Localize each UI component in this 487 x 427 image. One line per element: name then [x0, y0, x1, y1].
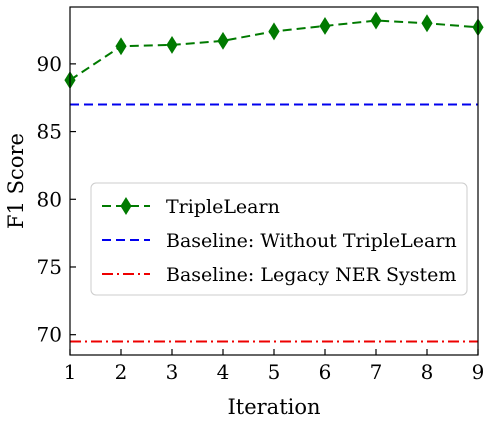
x-tick-label: 6 [319, 360, 332, 384]
x-tick-label: 5 [268, 360, 281, 384]
data-point-triplelearn-3 [166, 35, 178, 54]
data-point-triplelearn-2 [115, 37, 127, 56]
x-tick-label: 9 [472, 360, 485, 384]
x-tick-label: 1 [64, 360, 77, 384]
legend: TripleLearn Baseline: Without TripleLearn… [90, 182, 468, 296]
legend-label-baseline-legacy-ner-system: Baseline: Legacy NER System [166, 264, 456, 286]
data-point-triplelearn-4 [217, 31, 229, 50]
data-point-triplelearn-6 [319, 17, 331, 35]
legend-label-baseline-without-triplelearn: Baseline: Without TripleLearn [166, 230, 457, 252]
x-tick-label: 3 [166, 360, 179, 384]
y-tick-label: 75 [37, 255, 62, 279]
y-tick-label: 70 [37, 323, 62, 347]
data-point-triplelearn-7 [370, 11, 382, 30]
ticks-layer: 1 2 3 4 5 6 7 8 9 70 75 80 85 90 [37, 52, 485, 384]
x-axis-label: Iteration [227, 395, 320, 419]
data-point-triplelearn-8 [421, 14, 433, 33]
x-tick-label: 8 [421, 360, 434, 384]
data-point-triplelearn-5 [268, 22, 280, 41]
legend-box [90, 182, 468, 296]
y-axis-label: F1 Score [4, 133, 28, 229]
x-tick-label: 4 [217, 360, 230, 384]
y-tick-label: 80 [37, 187, 62, 211]
x-tick-label: 2 [115, 360, 128, 384]
legend-marker-triplelearn [120, 197, 132, 215]
plot-frame [69, 6, 479, 356]
x-tick-label: 7 [370, 360, 383, 384]
y-tick-label: 85 [37, 120, 62, 144]
series-triplelearn [64, 11, 484, 90]
legend-label-triplelearn: TripleLearn [166, 196, 280, 218]
y-tick-label: 90 [37, 52, 62, 76]
